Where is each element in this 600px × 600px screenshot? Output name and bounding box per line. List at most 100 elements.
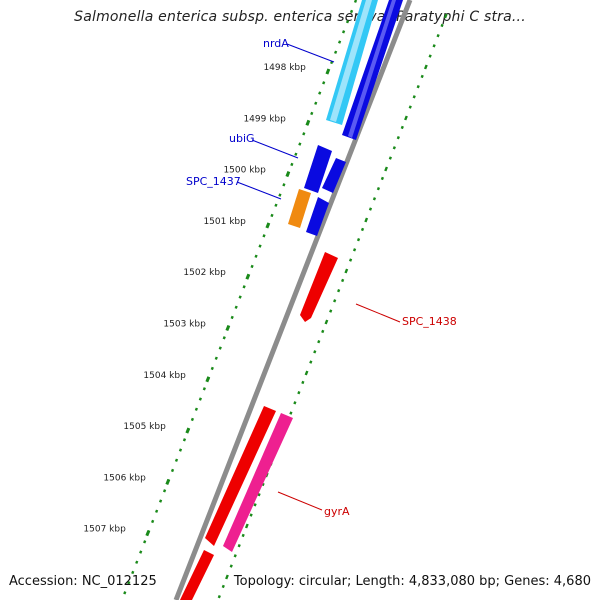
outer-tick [404, 115, 408, 121]
major-tick [185, 427, 191, 434]
backbone [173, 0, 413, 600]
outer-tick [408, 105, 412, 109]
gene-label-spc1437[interactable]: SPC_1437 [186, 175, 241, 188]
outer-tick [337, 288, 341, 293]
inner-tick [210, 366, 214, 371]
inner-tick [337, 40, 342, 44]
outer-tick [241, 533, 245, 538]
inner-tick [242, 285, 246, 289]
outer-tick [440, 23, 444, 28]
outer-tick [333, 299, 337, 303]
outer-tick [392, 146, 396, 150]
outer-tick [443, 13, 448, 19]
outer-tick [341, 278, 345, 283]
gene-label-nrdA[interactable]: nrdA [263, 37, 289, 50]
major-tick [165, 478, 171, 485]
tick-label: 1501 kbp [203, 217, 246, 227]
inner-tick [127, 580, 131, 585]
inner-tick [139, 550, 143, 554]
outer-tick [301, 380, 305, 385]
outer-tick [352, 248, 357, 252]
inner-tick [123, 591, 127, 595]
outer-tick [244, 523, 249, 529]
nrdA-leader [286, 43, 335, 63]
feature-nrdA-dark[interactable] [342, 0, 403, 140]
inner-tick [314, 101, 318, 105]
inner-tick [334, 50, 338, 54]
major-tick [305, 119, 311, 126]
tick-label: 1507 kbp [83, 525, 126, 535]
major-tick [245, 273, 251, 280]
inner-tick [170, 468, 175, 473]
outer-tick [293, 401, 297, 405]
outer-tick [317, 339, 321, 344]
major-tick [285, 171, 291, 178]
tick-label: 1500 kbp [223, 166, 266, 176]
major-tick [265, 222, 271, 229]
inner-tick [162, 489, 167, 493]
feature-nrdA-light[interactable] [326, 0, 378, 125]
inner-tick [230, 315, 234, 320]
outer-tick [237, 543, 241, 548]
inner-tick [194, 407, 198, 411]
gene-label-spc1438[interactable]: SPC_1438 [402, 315, 457, 328]
inner-tick [222, 336, 226, 340]
outer-tick [253, 503, 257, 507]
outer-tick [400, 125, 404, 130]
inner-tick [345, 19, 350, 24]
inner-tick [349, 9, 354, 14]
feature-spc1437[interactable] [288, 189, 329, 236]
spc1437-leader [236, 181, 282, 200]
tick-label: 1505 kbp [123, 422, 166, 432]
inner-tick [214, 356, 218, 360]
outer-tick [324, 319, 329, 325]
outer-tick [360, 227, 365, 232]
inner-tick [290, 162, 294, 167]
feature-spc1438[interactable] [300, 252, 338, 322]
inner-tick [270, 213, 274, 218]
tick-label: 1504 kbp [143, 371, 186, 381]
inner-tick [262, 234, 266, 238]
map-title: Salmonella enterica subsp. enterica sero… [74, 9, 526, 25]
outer-tick [257, 492, 261, 497]
topology-label: Topology: circular; Length: 4,833,080 bp… [233, 574, 591, 589]
spc1438-leader [355, 303, 401, 323]
outer-tick [396, 135, 400, 140]
inner-tick [190, 417, 195, 422]
outer-tick [297, 390, 301, 395]
inner-tick [202, 387, 206, 391]
inner-tick [182, 438, 187, 442]
inner-tick [282, 183, 286, 187]
outer-tick [380, 176, 385, 181]
outer-tick [416, 84, 420, 89]
inner-tick [341, 30, 346, 34]
feature-ubiG[interactable] [304, 145, 346, 193]
inner-tick [155, 509, 159, 513]
inner-tick [318, 91, 322, 95]
inner-tick [294, 152, 298, 156]
outer-tick [376, 186, 381, 191]
outer-tick [221, 584, 225, 589]
gene-label-ubiG[interactable]: ubiG [229, 132, 255, 145]
feature-red-bottom[interactable] [180, 550, 214, 600]
gene-label-gyrA[interactable]: gyrA [324, 505, 350, 518]
feature-red-large[interactable] [205, 406, 276, 546]
inner-tick [310, 111, 314, 116]
inner-tick-row [123, 0, 358, 595]
outer-tick [356, 237, 361, 242]
feature-gyrA[interactable] [223, 413, 293, 552]
outer-tick [423, 64, 428, 70]
outer-tick [313, 350, 317, 354]
outer-tick [348, 258, 353, 262]
outer-tick [321, 329, 325, 334]
inner-tick [254, 254, 258, 258]
outer-tick [388, 156, 392, 160]
tick-label: 1498 kbp [263, 63, 306, 73]
tick-label: 1502 kbp [183, 268, 226, 278]
outer-tick [304, 370, 309, 376]
outer-tick [225, 574, 229, 580]
outer-tick [249, 513, 253, 517]
outer-tick [309, 360, 313, 364]
inner-tick [302, 132, 306, 136]
